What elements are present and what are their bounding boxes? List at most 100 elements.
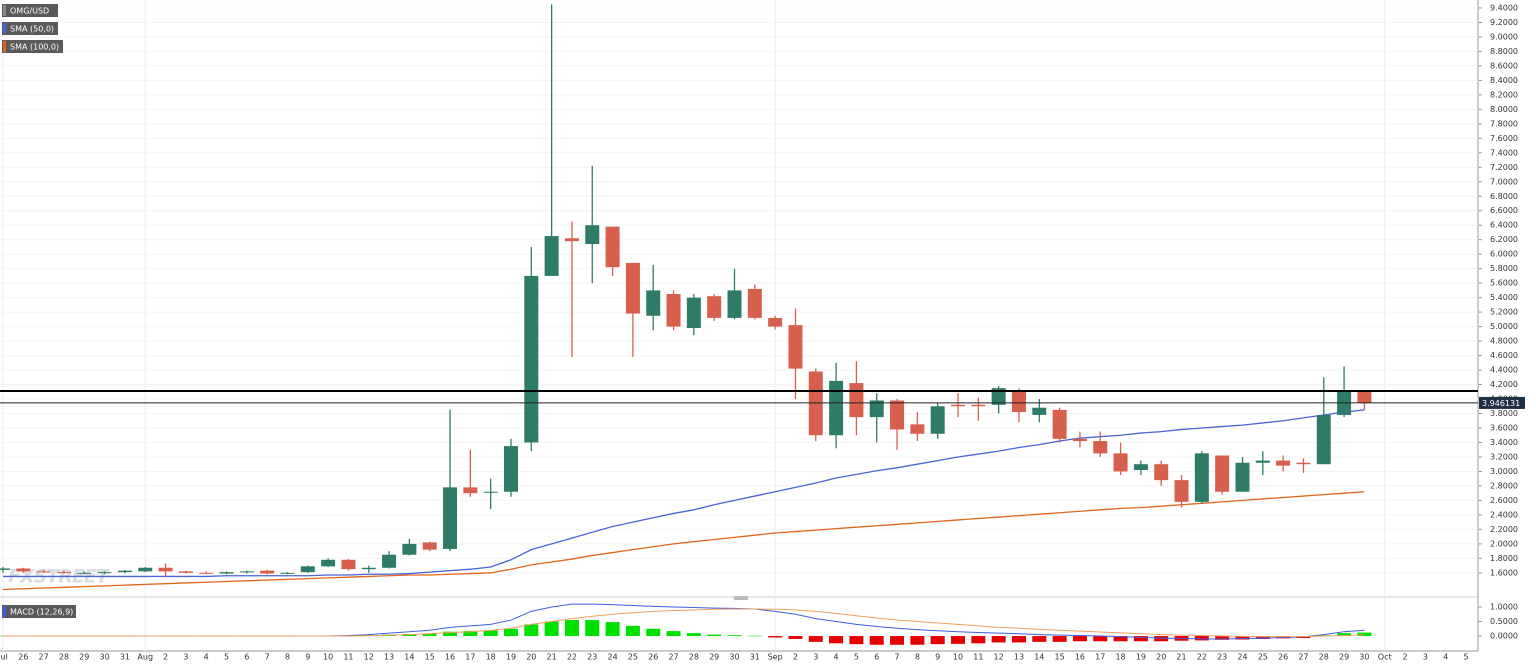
y-tick-label: 8.0000 [1490,105,1518,114]
candle-body [382,554,397,568]
macd-histogram-bar [1032,636,1047,642]
candle-body [1032,407,1047,415]
candle-body [930,406,945,434]
y-tick-label: 4.4000 [1490,366,1518,375]
x-tick-label: 20 [1156,653,1166,662]
y-tick-label: 9.0000 [1490,32,1518,41]
x-tick-label: 2 [793,653,798,662]
x-tick-label: 26 [18,653,28,662]
y-tick-label: 7.2000 [1490,163,1518,172]
macd-histogram-bar [951,636,966,644]
x-tick-label: 31 [750,653,760,662]
macd-histogram-bar [768,636,783,638]
y-tick-label: 8.6000 [1490,61,1518,70]
x-tick-label: 14 [1034,653,1044,662]
panel-resize-handle[interactable] [734,596,748,600]
candle-body [178,571,193,573]
macd-histogram-bar [869,636,884,645]
x-tick-label: 3 [813,653,818,662]
y-tick-label: 4.6000 [1490,351,1518,360]
candle-body [402,543,417,555]
legend-label: MACD (12,26,9) [10,608,73,617]
x-tick-label: 29 [709,653,719,662]
x-tick-label: 11 [973,653,983,662]
candle-body [219,572,234,574]
candle-body [686,297,701,329]
x-tick-label: Aug [137,653,153,662]
y-tick-label: 2.4000 [1490,510,1518,519]
y-tick-label: 5.8000 [1490,264,1518,273]
x-tick-label: 24 [1237,653,1247,662]
macd-histogram-bar [1357,632,1372,637]
x-tick-label: 2 [163,653,168,662]
legend-box[interactable] [2,40,63,53]
legend-box[interactable] [2,605,76,618]
candle-body [646,290,661,316]
macd-histogram-bar [808,636,823,642]
y-tick-label: 9.2000 [1490,18,1518,27]
x-tick-label: 27 [39,653,49,662]
candle-body [1113,453,1128,472]
x-tick-label: 26 [648,653,658,662]
candle-body [239,571,254,573]
candle-body [1154,464,1169,481]
legend-box[interactable] [2,22,58,35]
candle-body [280,572,295,574]
x-tick-label: 26 [1278,653,1288,662]
x-tick-label: 6 [244,653,249,662]
y-tick-label: 2.2000 [1490,525,1518,534]
macd-histogram-bar [422,633,437,637]
candle-body [56,572,71,574]
last-price-box [1479,396,1525,409]
macd-histogram-bar [1154,636,1169,642]
macd-histogram-bar [503,628,518,637]
candle-body [1052,409,1067,439]
x-tick-label: 28 [1319,653,1329,662]
x-tick-label: 15 [1055,653,1065,662]
x-tick-label: 9 [935,653,940,662]
y-tick-label: 2.8000 [1490,481,1518,490]
candle-body [1235,462,1250,492]
candle-body [1072,438,1087,442]
macd-histogram-bar [1072,636,1087,642]
x-tick-label: 7 [895,653,900,662]
y-tick-label: 0.5000 [1490,617,1518,626]
macd-histogram-bar [1113,636,1128,642]
x-tick-label: Sep [768,653,783,662]
macd-histogram-bar [991,636,1006,643]
y-tick-label: 7.6000 [1490,134,1518,143]
x-tick-label: 18 [1115,653,1125,662]
legend-swatch [3,5,6,16]
x-tick-label: 28 [59,653,69,662]
x-tick-label: 6 [874,653,879,662]
macd-histogram-bar [585,620,600,637]
legend-label: SMA (100,0) [10,43,59,52]
candle-body [341,559,356,570]
x-tick-label: 5 [224,653,229,662]
x-tick-label: 24 [607,653,617,662]
x-tick-label: 19 [506,653,516,662]
macd-histogram-bar [483,630,498,637]
y-tick-label: 6.8000 [1490,192,1518,201]
candle-body [910,424,925,434]
x-tick-label: 4 [204,653,209,662]
x-tick-label: 14 [404,653,414,662]
macd-histogram-bar [890,636,905,645]
x-tick-label: 5 [854,653,859,662]
candle-body [321,559,336,567]
legend-box[interactable] [2,4,58,17]
candle-body [199,572,214,574]
x-tick-label: 23 [1217,653,1227,662]
candle-body [443,487,458,549]
macd-histogram-bar [849,636,864,645]
sma-line [2,491,1365,591]
macd-histogram-bar [1235,636,1250,640]
x-tick-label: 13 [1014,653,1024,662]
macd-histogram-bar [829,636,844,644]
legend-swatch [3,23,6,34]
candle-body [16,568,31,572]
overlay-layer: Jul262728293031Aug2345678910111213141516… [0,3,1525,662]
macd-histogram-bar [788,636,803,639]
